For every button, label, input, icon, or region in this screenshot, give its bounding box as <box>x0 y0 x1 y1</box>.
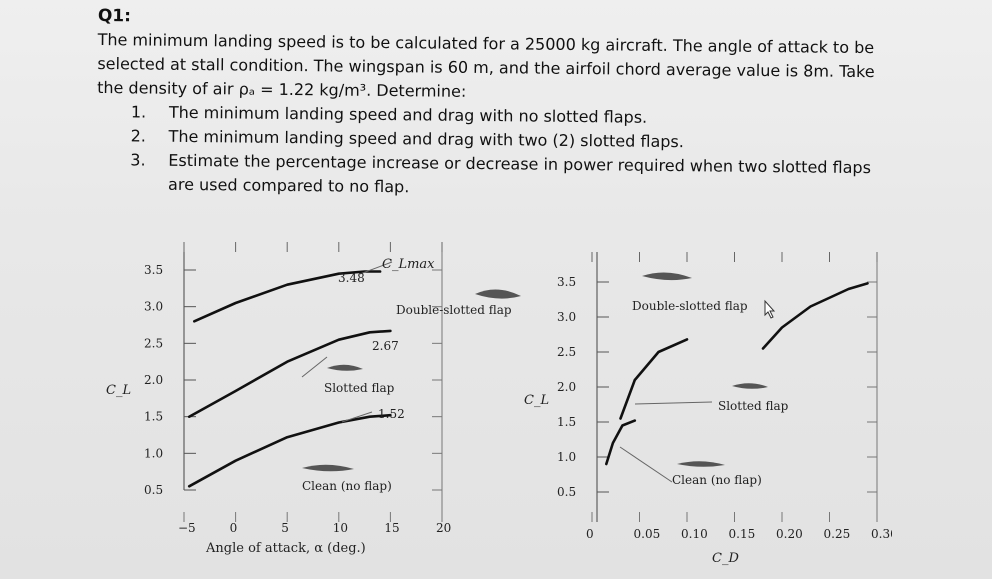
label-clean: Clean (no flap) <box>302 479 392 493</box>
left-series-group <box>187 270 392 488</box>
right-ytick-label: 2.5 <box>557 345 576 359</box>
leader-line <box>341 411 373 423</box>
right-xlabel: C_D <box>712 551 739 566</box>
airfoil-double-slotted-icon <box>642 272 692 281</box>
task-text: The minimum landing speed and drag with … <box>168 102 648 127</box>
leader-line <box>359 261 393 275</box>
cursor-arrow-icon <box>764 299 776 319</box>
charts-figure: 0.5 1.0 1.5 2.0 2.5 3.0 3.5 −5 0 5 10 15 20 C_L Ang… <box>106 242 892 566</box>
right-xtick-label: 0.25 <box>824 527 851 541</box>
question-paragraph: The minimum landing speed is to be calcu… <box>97 28 918 109</box>
right-ytick-label: 2.0 <box>557 380 576 394</box>
airfoil-clean-icon <box>302 464 354 472</box>
left-ytick-label: 0.5 <box>144 483 163 497</box>
left-y-ticks: 0.5 1.0 1.5 2.0 2.5 3.0 3.5 <box>144 263 163 497</box>
right-series-line-double-slotted-flap <box>761 282 869 350</box>
question-block: Q1: The minimum landing speed is to be c… <box>96 4 918 205</box>
left-xlabel: Angle of attack, α (deg.) <box>205 541 366 556</box>
left-x-ticks: −5 0 5 10 15 20 <box>178 521 451 535</box>
task-number: 3. <box>130 150 146 170</box>
label-double-slotted: Double-slotted flap <box>632 299 748 313</box>
task-text: are used compared to no flap. <box>168 174 410 197</box>
annotation-clmax: C_Lmax <box>382 257 435 272</box>
task-number: 1. <box>130 102 147 122</box>
left-ytick-label: 2.0 <box>144 373 163 387</box>
task-text: Estimate the percentage increase or decr… <box>168 150 872 178</box>
left-series-line-clean-no-flap- <box>187 413 392 488</box>
label-clean: Clean (no flap) <box>672 473 762 487</box>
left-xtick-label: 10 <box>333 521 348 535</box>
right-ytick-label: 3.5 <box>557 275 576 289</box>
right-series-line-slotted-flap <box>619 338 689 420</box>
left-ytick-label: 3.0 <box>144 300 163 314</box>
leader-line <box>634 401 713 405</box>
paragraph-line: The minimum landing speed is to be calcu… <box>97 29 875 58</box>
left-xtick-label: 15 <box>384 521 399 535</box>
airfoil-slotted-icon <box>327 364 363 371</box>
left-ytick-label: 1.5 <box>144 410 163 424</box>
task-number: 2. <box>130 126 146 146</box>
right-ylabel: C_L <box>524 393 549 408</box>
left-xtick-label: 20 <box>436 521 451 535</box>
task-text: The minimum landing speed and drag with … <box>168 126 685 152</box>
left-gridlines <box>183 242 443 522</box>
annotation-152: 1.52 <box>378 407 405 421</box>
chart-cl-cd: 0.51.01.52.02.53.03.5 0 0.05 0.10 0.15 0.20 0… <box>524 252 892 566</box>
left-xtick-label: 5 <box>281 521 289 535</box>
paragraph-line: selected at stall condition. The wingspa… <box>97 53 875 82</box>
left-ytick-label: 3.5 <box>144 263 163 277</box>
task-list: 1. The minimum landing speed and drag wi… <box>96 100 917 205</box>
annotation-267: 2.67 <box>372 339 399 353</box>
right-x-ticks: 0 0.05 0.10 0.15 0.20 0.25 0.30 <box>586 527 892 541</box>
task-item: 3. Estimate the percentage increase or d… <box>96 148 916 205</box>
right-ytick-label: 1.0 <box>557 450 576 464</box>
right-xtick-label: 0.10 <box>681 527 708 541</box>
left-ytick-label: 2.5 <box>144 336 163 350</box>
leader-line <box>301 356 328 378</box>
right-xtick-label: 0.15 <box>729 527 756 541</box>
right-xtick-label: 0.30 <box>871 527 892 541</box>
airfoil-slotted-icon <box>732 383 768 389</box>
label-double-slotted-line: Double-slotted flap <box>396 303 512 317</box>
left-xtick-label: 0 <box>230 521 238 535</box>
right-xtick-label: 0.20 <box>776 527 803 541</box>
leader-line <box>619 446 673 483</box>
label-slotted: Slotted flap <box>324 381 395 395</box>
left-xtick-label: −5 <box>178 521 196 535</box>
right-gridlines <box>591 252 878 522</box>
right-ytick-label: 1.5 <box>557 415 576 429</box>
left-ytick-label: 1.0 <box>144 446 163 460</box>
chart-cl-alpha: 0.5 1.0 1.5 2.0 2.5 3.0 3.5 −5 0 5 10 15 20 C_L Ang… <box>106 242 521 556</box>
label-double-slotted: Double-slotted flap <box>396 303 512 317</box>
paragraph-line: the density of air ρₐ = 1.22 kg/m³. Dete… <box>97 77 467 101</box>
airfoil-clean-icon <box>677 461 725 467</box>
right-ytick-label: 0.5 <box>557 485 576 499</box>
right-series-group <box>604 282 869 466</box>
airfoil-double-slotted-icon <box>475 289 521 299</box>
right-xtick-label: 0.05 <box>634 527 661 541</box>
right-xtick-label: 0 <box>586 527 594 541</box>
right-y-ticks: 0.5 1.0 1.5 2.0 2.5 3.0 3.5 <box>557 275 576 499</box>
left-ylabel: C_L <box>106 383 131 398</box>
right-series-line-clean-no-flap- <box>604 419 637 466</box>
label-slotted: Slotted flap <box>718 399 789 413</box>
right-ytick-label: 3.0 <box>557 310 576 324</box>
annotation-348: 3.48 <box>338 271 365 285</box>
left-series-line-slotted-flap <box>187 329 392 418</box>
